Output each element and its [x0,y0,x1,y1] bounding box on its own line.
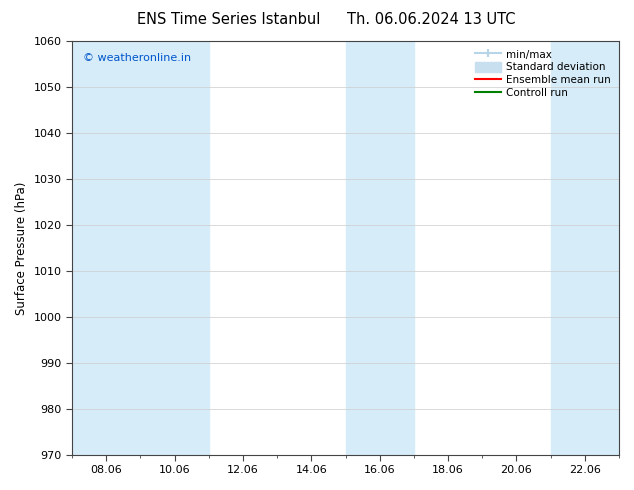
Text: ENS Time Series Istanbul: ENS Time Series Istanbul [136,12,320,27]
Bar [72,41,141,455]
Bar [141,41,209,455]
Y-axis label: Surface Pressure (hPa): Surface Pressure (hPa) [15,181,28,315]
Bar [551,41,619,455]
Text: © weatheronline.in: © weatheronline.in [83,53,191,64]
Text: Th. 06.06.2024 13 UTC: Th. 06.06.2024 13 UTC [347,12,515,27]
Bar [346,41,414,455]
Legend: min/max, Standard deviation, Ensemble mean run, Controll run: min/max, Standard deviation, Ensemble me… [472,46,614,101]
